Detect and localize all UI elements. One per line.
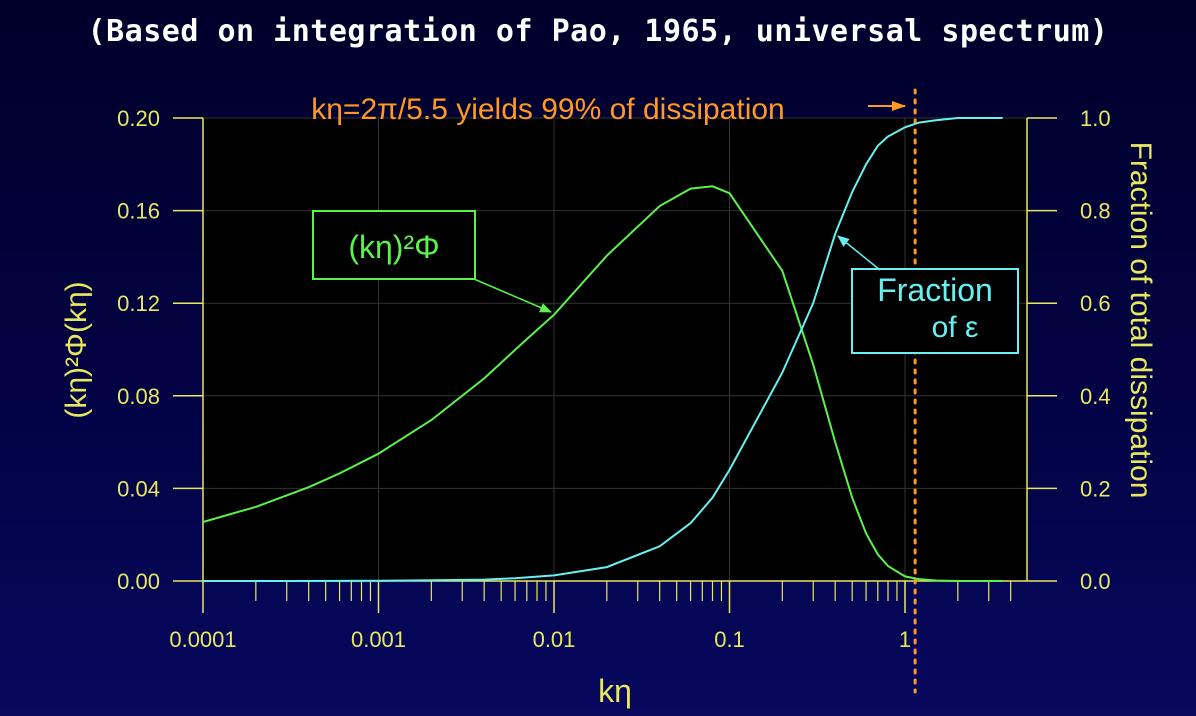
fraction-label-box: [851, 268, 1019, 354]
fraction-label-line1: Fraction: [877, 272, 993, 308]
y-right-tick-label: 0.8: [1080, 199, 1111, 224]
y-left-tick-label: 0.00: [117, 569, 160, 594]
x-tick-label: 0.0001: [169, 627, 236, 652]
fraction-label-line2: of ε: [932, 311, 979, 344]
spectrum-label-arrow: [473, 278, 552, 313]
x-axis-title: kη: [598, 673, 632, 709]
y-right-tick-label: 1.0: [1080, 106, 1111, 131]
spectrum-label: (kη)²Φ: [348, 229, 439, 265]
y-axis-right-title: Fraction of total dissipation: [1124, 142, 1157, 499]
x-minor-ticks: [255, 581, 1012, 601]
dissipation-annotation: kη=2π/5.5 yields 99% of dissipation: [311, 93, 784, 126]
fraction-label-arrow: [837, 235, 881, 271]
spectrum-label-box: [312, 210, 476, 280]
series-layer: [202, 88, 1003, 694]
y-right-tick-label: 0.6: [1080, 291, 1111, 316]
y-left-tick-label: 0.20: [117, 106, 160, 131]
y-right-tick-label: 0.4: [1080, 384, 1111, 409]
x-tick-label: 0.1: [714, 627, 745, 652]
y-right-tick-label: 0.0: [1080, 569, 1111, 594]
y-axis-left-title: (kη)²Φ(kη): [60, 281, 93, 418]
x-tick-label: 1: [899, 627, 911, 652]
y-left-tick-label: 0.16: [117, 199, 160, 224]
tick-labels: 0.0001 0.001 0.01 0.1 1 0.00 0.04 0.08 0.12 0.16 0…: [117, 106, 1110, 652]
x-tick-label: 0.001: [351, 627, 406, 652]
chart-subtitle: (Based on integration of Pao, 1965, univ…: [87, 14, 1109, 49]
series-line-fraction: [203, 117, 1003, 582]
x-tick-label: 0.01: [533, 627, 576, 652]
y-left-tick-label: 0.12: [117, 291, 160, 316]
y-left-tick-label: 0.04: [117, 476, 160, 501]
y-left-tick-label: 0.08: [117, 384, 160, 409]
series-line-spectrum: [202, 185, 1003, 582]
y-right-tick-label: 0.2: [1080, 476, 1111, 501]
